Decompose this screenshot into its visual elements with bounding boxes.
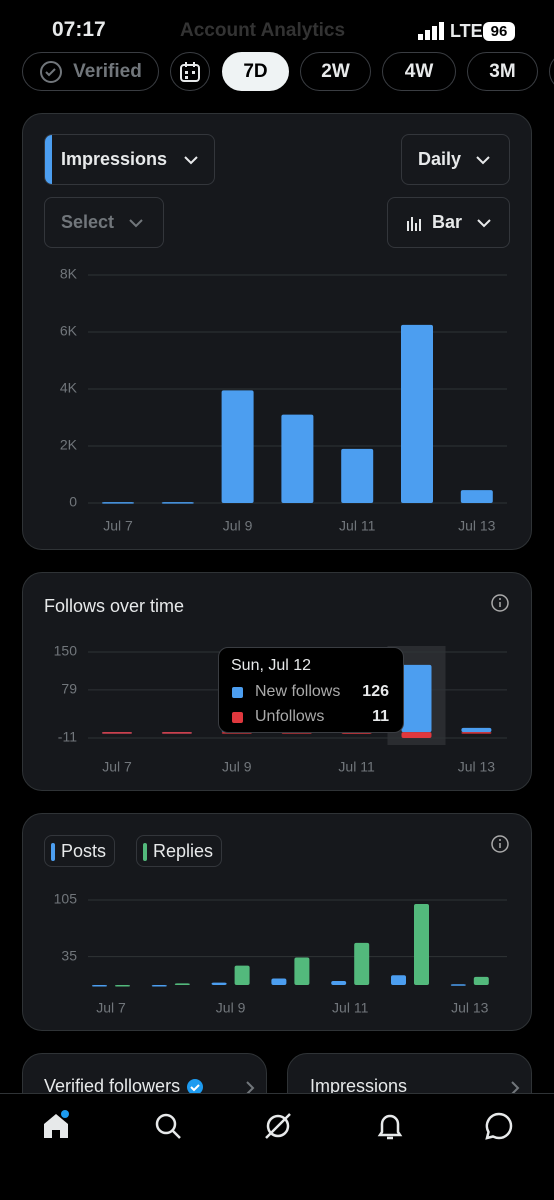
info-icon[interactable] — [490, 834, 510, 854]
info-icon[interactable] — [490, 593, 510, 613]
chevron — [129, 218, 143, 227]
chart-title: Follows over time — [44, 596, 185, 616]
legend-item[interactable]: Posts — [44, 835, 115, 867]
chevron — [246, 1081, 255, 1095]
status-time: 07:17 — [52, 18, 106, 41]
home-tab[interactable] — [40, 1110, 72, 1142]
legend-item[interactable]: Replies — [136, 835, 222, 867]
chevron — [477, 218, 491, 227]
tooltip-label: Unfollows — [255, 708, 325, 725]
range-pill[interactable]: 3M — [467, 52, 538, 91]
card-title: Verified followers — [44, 1076, 181, 1096]
grok-tab[interactable] — [262, 1110, 294, 1142]
chevron — [184, 155, 198, 164]
select-dropdown[interactable]: Select — [44, 197, 164, 248]
range-pill[interactable]: 2W — [300, 52, 371, 91]
search-tab[interactable] — [152, 1110, 184, 1142]
chevron — [511, 1081, 520, 1095]
range-pill[interactable]: 4W — [382, 52, 456, 91]
tooltip-title: Sun, Jul 12 — [231, 657, 312, 674]
range-pill[interactable]: 7D — [222, 52, 289, 91]
view-dropdown[interactable]: Bar — [387, 197, 510, 248]
metric-dropdown[interactable]: Impressions — [44, 134, 215, 185]
status-network: LTE — [450, 21, 483, 41]
legend-swatch — [51, 843, 55, 861]
legend-swatch — [143, 843, 147, 861]
select-label: Select — [61, 212, 115, 232]
card-title: Impressions — [310, 1076, 408, 1096]
signal-icon — [418, 22, 444, 40]
chevron — [476, 155, 490, 164]
verified-label: Verified — [73, 60, 142, 82]
tooltip-swatch — [232, 712, 243, 723]
calendar-icon — [180, 61, 200, 82]
tooltip-label: New follows — [255, 683, 341, 700]
calendar-button[interactable] — [170, 52, 210, 91]
verified-icon — [40, 60, 63, 83]
metric-color — [45, 135, 52, 184]
legend-label: Posts — [61, 840, 107, 861]
verified-filter[interactable]: Verified — [22, 52, 159, 91]
notifications-tab[interactable] — [374, 1110, 406, 1142]
page-title: Account Analytics — [180, 20, 346, 41]
card-title-row: Verified followers — [44, 1076, 204, 1097]
tooltip-value: 126 — [362, 683, 389, 700]
verified-badge — [187, 1078, 204, 1095]
tooltip: Sun, Jul 12 New follows 126 Unfollows 11 — [218, 647, 404, 733]
metric-label: Impressions — [61, 149, 168, 169]
bar-icon — [407, 216, 421, 231]
range-pill-partial[interactable] — [549, 52, 554, 91]
legend-label: Replies — [153, 840, 214, 861]
tooltip-swatch — [232, 687, 243, 698]
interval-label: Daily — [418, 149, 462, 169]
tooltip-value: 11 — [372, 708, 389, 725]
messages-tab[interactable] — [483, 1110, 515, 1142]
view-label: Bar — [432, 212, 463, 232]
battery: 96 — [483, 22, 515, 41]
tab-bar — [0, 1093, 554, 1200]
interval-dropdown[interactable]: Daily — [401, 134, 510, 185]
